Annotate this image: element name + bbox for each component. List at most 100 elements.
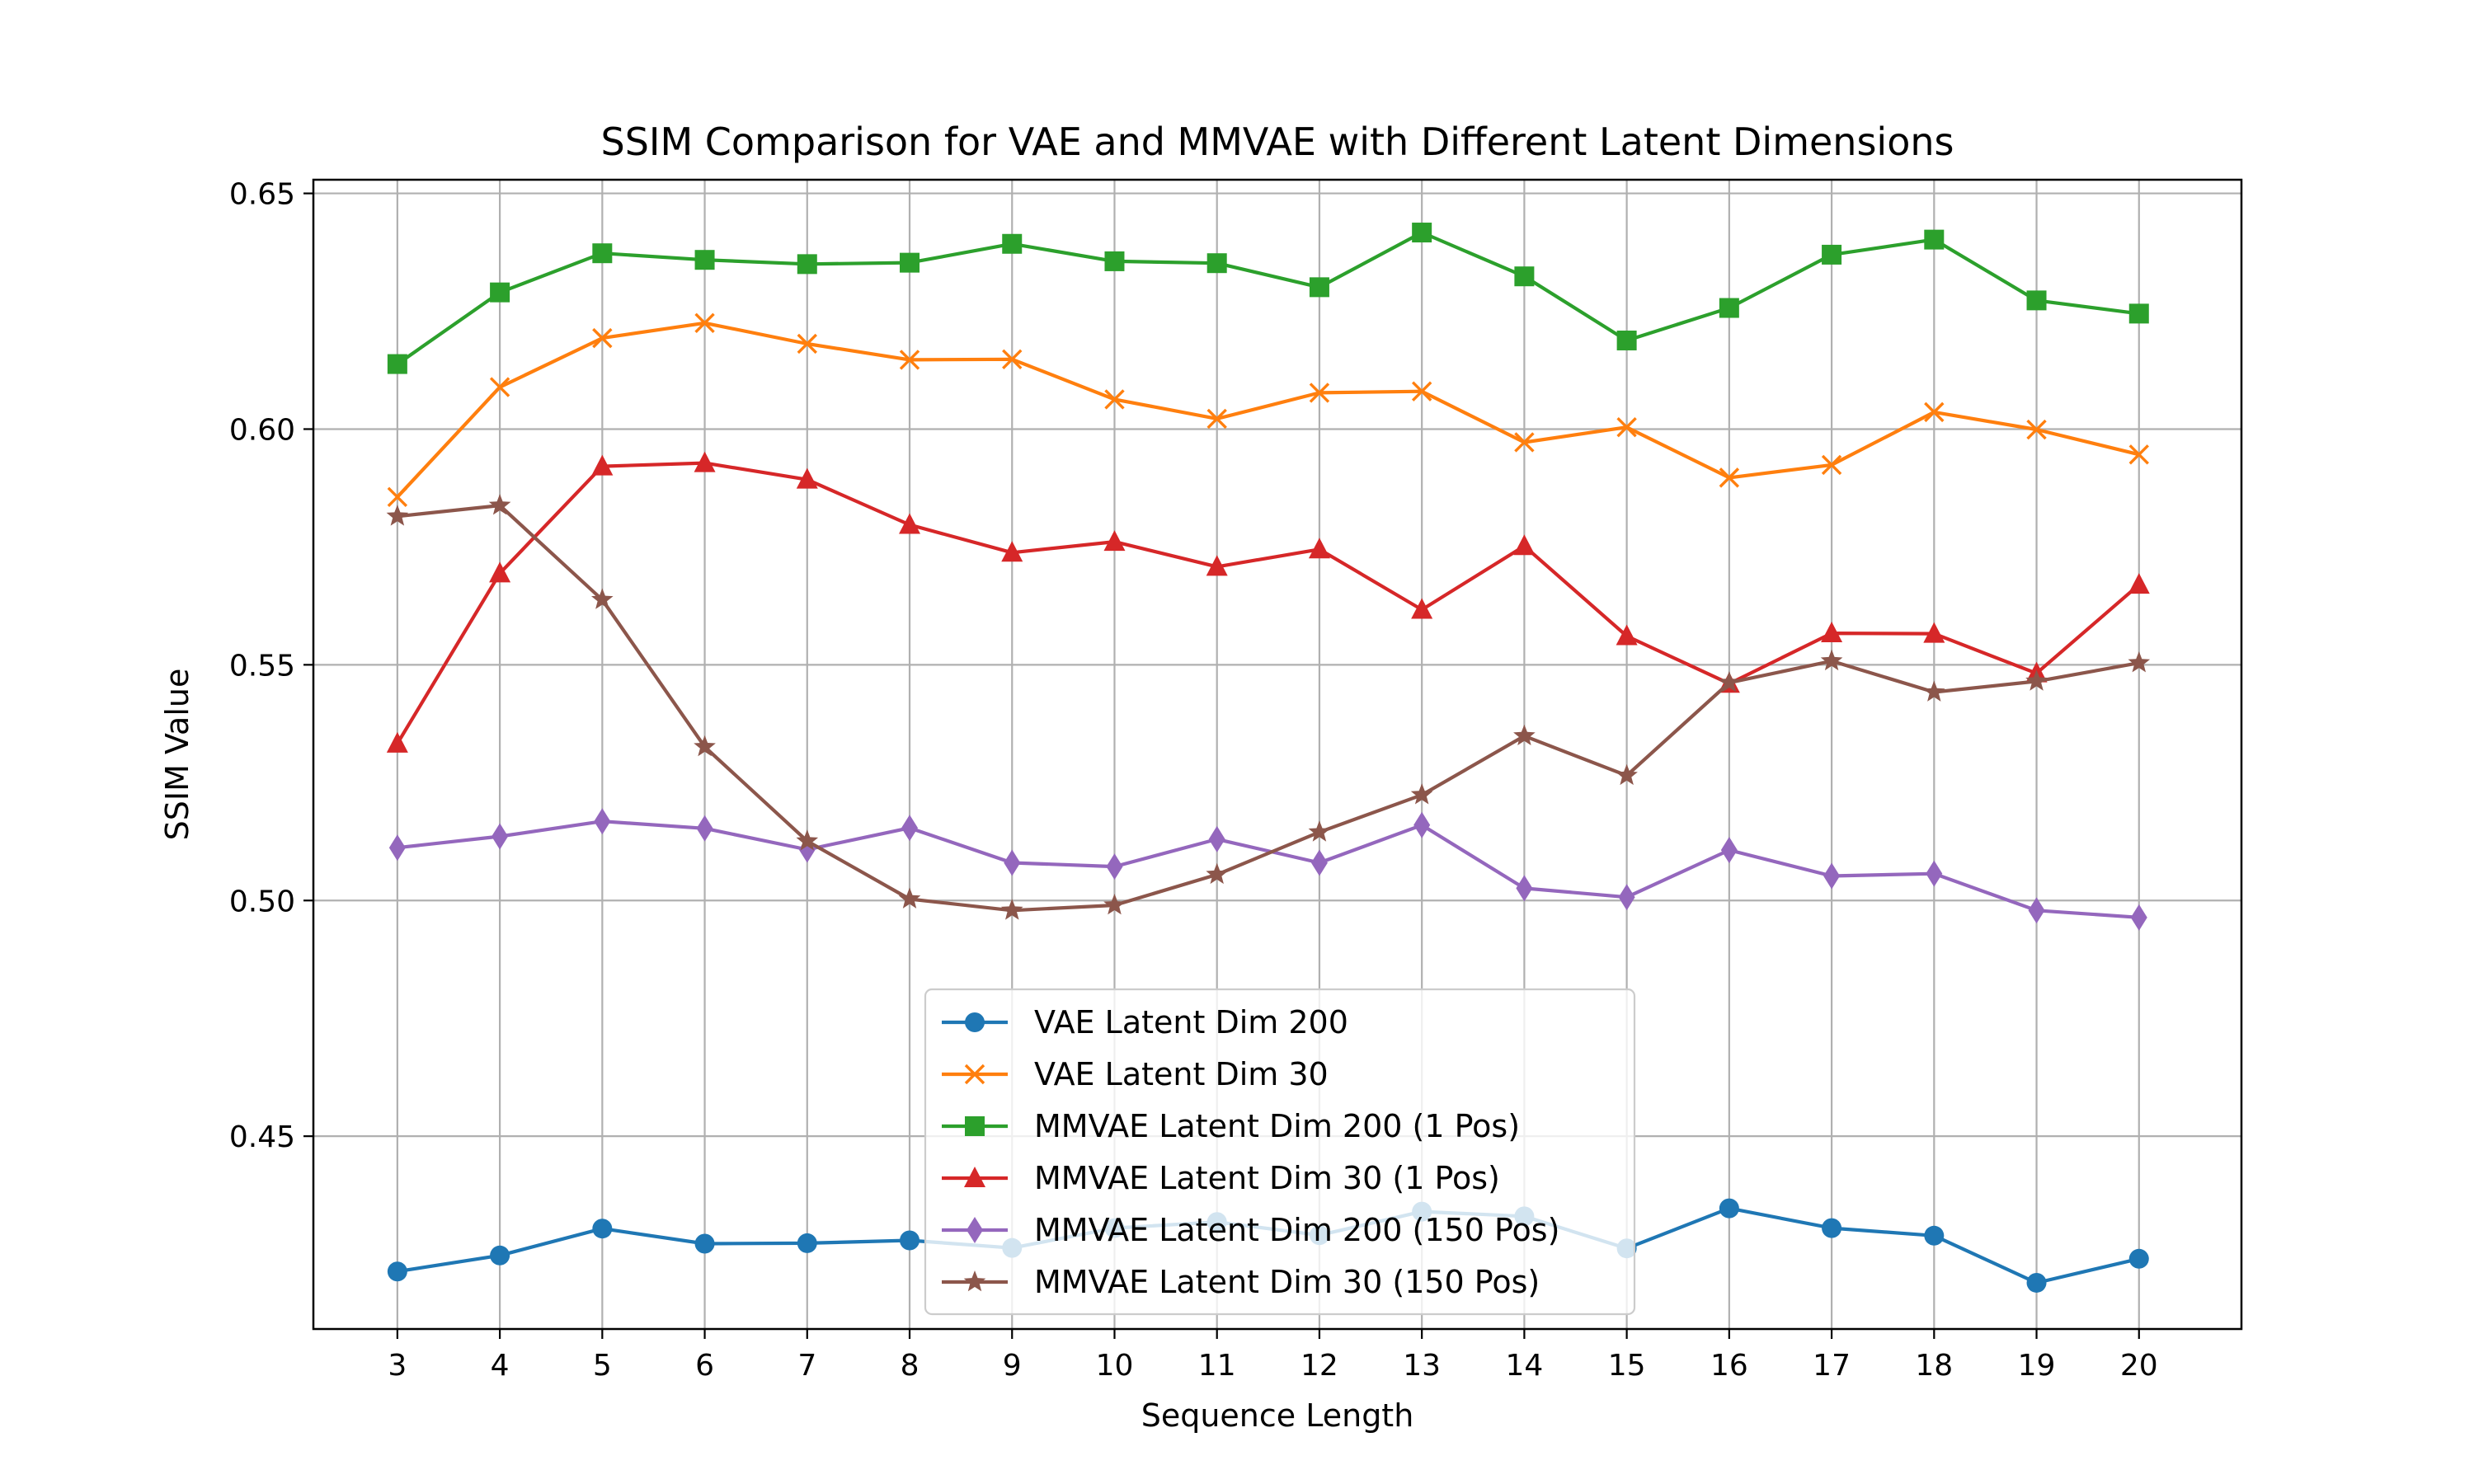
data-point-mmvae-latent-dim-30-150-pos	[488, 494, 511, 515]
data-point-mmvae-latent-dim-200-1-pos	[490, 282, 510, 303]
x-tick-label: 7	[797, 1349, 816, 1383]
data-point-mmvae-latent-dim-200-150-pos	[1926, 860, 1943, 887]
data-point-mmvae-latent-dim-200-1-pos	[1412, 223, 1432, 243]
data-point-mmvae-latent-dim-30-150-pos	[1923, 680, 1945, 702]
series-layer	[386, 223, 2151, 1293]
data-point-mmvae-latent-dim-30-1-pos	[1616, 624, 1638, 646]
data-point-vae-latent-dim-30	[1104, 389, 1125, 410]
data-point-mmvae-latent-dim-200-1-pos	[1822, 244, 1842, 265]
data-point-vae-latent-dim-30	[592, 327, 613, 349]
data-point-vae-latent-dim-30	[1002, 349, 1023, 370]
series-mmvae-latent-dim-200-1-pos	[387, 223, 2149, 374]
x-tick-label: 6	[695, 1349, 714, 1383]
data-point-vae-latent-dim-200	[490, 1245, 510, 1266]
data-point-mmvae-latent-dim-200-1-pos	[387, 354, 407, 374]
data-point-mmvae-latent-dim-30-150-pos	[898, 887, 921, 909]
data-point-mmvae-latent-dim-200-150-pos	[1516, 875, 1533, 902]
legend-item-mmvae-latent-dim-30-1-pos: MMVAE Latent Dim 30 (1 Pos)	[942, 1160, 1500, 1196]
x-tick-label: 12	[1300, 1349, 1338, 1383]
legend-label: MMVAE Latent Dim 200 (1 Pos)	[1034, 1108, 1520, 1144]
data-point-mmvae-latent-dim-30-150-pos	[1206, 862, 1228, 885]
y-tick-label: 0.65	[229, 178, 295, 212]
data-point-mmvae-latent-dim-200-1-pos	[1206, 253, 1227, 274]
data-point-vae-latent-dim-30	[387, 486, 408, 508]
x-marker-stroke	[1309, 383, 1330, 403]
data-point-mmvae-latent-dim-200-1-pos	[592, 243, 613, 264]
legend-label: MMVAE Latent Dim 30 (150 Pos)	[1034, 1264, 1540, 1300]
data-point-vae-latent-dim-30	[1821, 454, 1842, 476]
x-marker-stroke	[797, 333, 817, 355]
data-point-mmvae-latent-dim-200-1-pos	[1924, 229, 1945, 250]
data-point-mmvae-latent-dim-200-150-pos	[1208, 825, 1225, 852]
series-vae-latent-dim-30	[387, 312, 2149, 508]
x-tick-label: 20	[2120, 1349, 2158, 1383]
data-point-vae-latent-dim-200	[1719, 1198, 1739, 1219]
data-point-mmvae-latent-dim-200-1-pos	[1616, 330, 1637, 350]
legend-item-vae-latent-dim-30: VAE Latent Dim 30	[942, 1056, 1329, 1092]
data-point-vae-latent-dim-200	[2128, 1248, 2149, 1269]
x-marker-stroke	[1104, 389, 1125, 410]
y-tick-label: 0.50	[229, 885, 295, 918]
data-point-vae-latent-dim-30	[694, 312, 715, 334]
y-tick-label: 0.60	[229, 413, 295, 447]
data-point-mmvae-latent-dim-30-150-pos	[694, 735, 716, 757]
data-point-mmvae-latent-dim-30-1-pos	[694, 451, 716, 472]
data-point-mmvae-latent-dim-200-150-pos	[1720, 837, 1738, 864]
x-marker-stroke	[964, 1064, 985, 1085]
x-tick-label: 18	[1915, 1349, 1953, 1383]
x-marker-stroke	[2128, 444, 2149, 465]
x-marker-stroke	[1821, 454, 1842, 476]
x-tick-label: 3	[388, 1349, 407, 1383]
data-point-mmvae-latent-dim-30-1-pos	[1411, 598, 1433, 619]
data-point-vae-latent-dim-30	[489, 377, 510, 397]
data-point-vae-latent-dim-200	[797, 1233, 817, 1253]
x-tick-label: 10	[1096, 1349, 1134, 1383]
data-point-mmvae-latent-dim-200-1-pos	[797, 254, 817, 275]
x-marker-stroke	[694, 312, 715, 334]
legend-marker	[963, 1270, 986, 1292]
x-marker-stroke	[1206, 408, 1227, 430]
data-point-vae-latent-dim-200	[900, 1230, 920, 1251]
data-point-mmvae-latent-dim-200-1-pos	[1719, 298, 1739, 318]
legend: VAE Latent Dim 200 VAE Latent Dim 30 MMVAE…	[924, 988, 1636, 1316]
series-mmvae-latent-dim-30-1-pos	[386, 451, 2150, 753]
x-marker-stroke	[1002, 349, 1023, 370]
x-marker-stroke	[1411, 381, 1432, 402]
data-point-mmvae-latent-dim-30-1-pos	[1513, 534, 1536, 556]
data-point-mmvae-latent-dim-200-150-pos	[594, 808, 611, 835]
data-point-mmvae-latent-dim-30-1-pos	[1103, 530, 1126, 552]
data-point-mmvae-latent-dim-30-1-pos	[796, 467, 818, 489]
x-marker-stroke	[1924, 402, 1945, 423]
data-point-mmvae-latent-dim-200-150-pos	[2130, 904, 2147, 931]
data-point-mmvae-latent-dim-200-150-pos	[492, 823, 509, 850]
data-point-vae-latent-dim-200	[2026, 1272, 2047, 1293]
data-point-mmvae-latent-dim-30-1-pos	[2128, 573, 2150, 594]
x-tick-label: 19	[2018, 1349, 2056, 1383]
data-point-vae-latent-dim-30	[1924, 402, 1945, 423]
data-point-mmvae-latent-dim-200-150-pos	[2028, 897, 2045, 924]
plot-frame	[312, 178, 2243, 1331]
y-tick-label: 0.55	[229, 649, 295, 683]
x-marker-stroke	[1719, 467, 1740, 488]
data-point-mmvae-latent-dim-200-150-pos	[1004, 849, 1021, 876]
data-point-mmvae-latent-dim-30-150-pos	[1820, 649, 1843, 671]
data-point-vae-latent-dim-30	[899, 350, 920, 370]
data-point-mmvae-latent-dim-200-1-pos	[694, 250, 715, 270]
ticks-layer: 3 4 5 6 7 8 9 10 11 12 13 14 15 16 17 18 19 20 0.45 0.50 0.5…	[229, 178, 2158, 1383]
data-point-mmvae-latent-dim-30-150-pos	[796, 829, 819, 851]
data-point-mmvae-latent-dim-200-1-pos	[1104, 251, 1125, 271]
data-point-mmvae-latent-dim-30-1-pos	[386, 731, 408, 753]
x-marker-stroke	[489, 377, 510, 397]
x-axis-label: Sequence Length	[1141, 1397, 1414, 1434]
data-point-mmvae-latent-dim-30-150-pos	[2025, 669, 2048, 691]
data-point-vae-latent-dim-200	[694, 1233, 715, 1254]
x-tick-label: 4	[491, 1349, 510, 1383]
legend-label: MMVAE Latent Dim 200 (150 Pos)	[1034, 1212, 1559, 1248]
data-point-mmvae-latent-dim-30-150-pos	[1718, 671, 1741, 693]
data-point-vae-latent-dim-30	[1309, 383, 1330, 403]
legend-marker	[964, 1167, 985, 1187]
data-point-mmvae-latent-dim-200-150-pos	[1310, 849, 1328, 876]
data-point-mmvae-latent-dim-30-150-pos	[591, 588, 614, 609]
